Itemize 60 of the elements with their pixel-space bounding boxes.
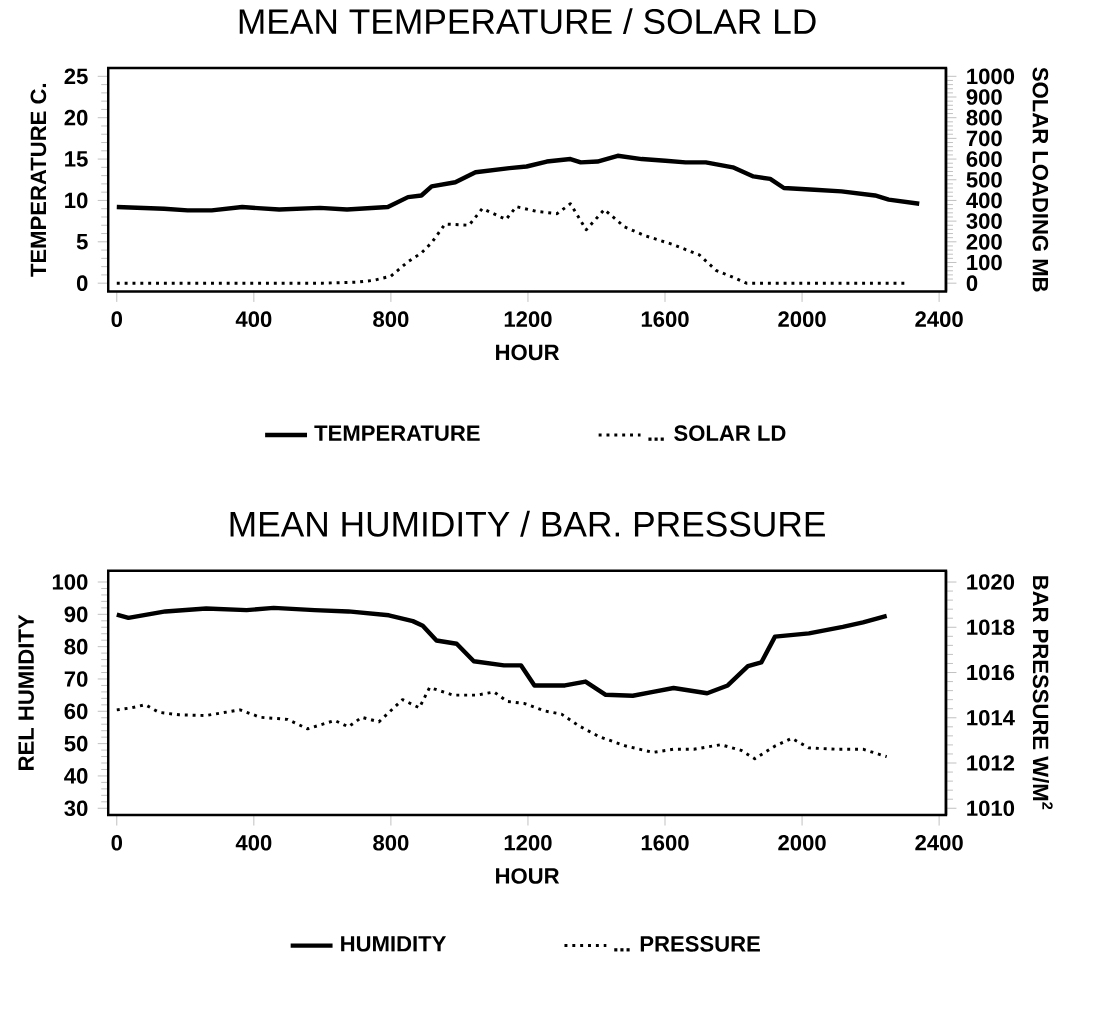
y-tick-label: 0 — [76, 275, 88, 292]
y2-tick-label: 1000 — [967, 68, 1015, 85]
chart-title: MEAN HUMIDITY / BAR. PRESSURE — [230, 510, 825, 537]
y-tick-label: 20 — [64, 109, 88, 126]
x-axis-title: HOUR — [496, 868, 560, 884]
y-tick-label: 50 — [64, 735, 88, 752]
legend-label: ... PRESSURE — [614, 936, 760, 952]
y2-tick-label: 900 — [966, 89, 1002, 105]
y2-tick-label: 200 — [966, 233, 1002, 250]
y2-tick-label: 700 — [966, 130, 1002, 147]
line-series — [114, 605, 889, 698]
line-series — [115, 685, 889, 761]
chart-title: MEAN TEMPERATURE / SOLAR LD — [239, 8, 816, 35]
x-tick-label: 400 — [235, 834, 272, 851]
legend-label: ... SOLAR LD — [648, 425, 786, 442]
y-tick-label: 40 — [64, 768, 88, 784]
y2-tick-label: 0 — [966, 275, 978, 292]
y-tick-label: 15 — [65, 151, 88, 167]
y2-tick-label: 1020 — [967, 574, 1015, 590]
x-tick-label: 2000 — [778, 834, 826, 851]
x-tick-label: 400 — [235, 311, 272, 327]
x-axis-title: HOUR — [496, 344, 560, 361]
y-axis-title: REL HUMIDITY — [18, 614, 34, 770]
y-tick-label: 10 — [65, 192, 88, 209]
x-tick-label: 800 — [373, 834, 409, 851]
y-axis-title: TEMPERATURE C. — [30, 83, 47, 277]
y-tick-label: 90 — [64, 606, 88, 623]
y-tick-label: 70 — [64, 671, 88, 687]
y2-tick-label: 1012 — [967, 755, 1015, 771]
y2-axis-title: SOLAR LOADING MB — [1032, 67, 1049, 292]
y-tick-label: 60 — [64, 703, 88, 720]
x-tick-label: 2400 — [915, 311, 963, 327]
x-tick-label: 1200 — [504, 834, 552, 851]
y2-tick-label: 600 — [966, 151, 1002, 167]
y2-tick-label: 800 — [966, 109, 1002, 126]
y2-tick-label: 1014 — [967, 709, 1015, 726]
legend-label: HUMIDITY — [341, 936, 447, 952]
y-tick-label: 25 — [64, 68, 88, 85]
x-tick-label: 800 — [373, 311, 409, 327]
y2-tick-label: 1010 — [967, 800, 1015, 817]
y2-tick-label: 100 — [967, 254, 1002, 271]
x-tick-label: 1600 — [641, 834, 689, 851]
line-series — [114, 153, 922, 213]
y-tick-label: 5 — [76, 234, 88, 250]
x-tick-label: 0 — [111, 834, 123, 851]
y2-tick-label: 1016 — [967, 664, 1015, 681]
x-tick-label: 2400 — [915, 834, 963, 851]
x-tick-label: 2000 — [778, 311, 826, 327]
x-tick-label: 0 — [111, 311, 123, 327]
x-tick-label: 1200 — [504, 311, 552, 327]
y2-tick-label: 400 — [966, 192, 1002, 209]
y-tick-label: 30 — [64, 800, 88, 817]
legend-label: TEMPERATURE — [314, 425, 480, 441]
y-tick-label: 100 — [52, 574, 88, 590]
y2-tick-label: 500 — [966, 171, 1002, 188]
y2-axis-title: BAR PRESSURE W/M$^{2}$ — [1032, 576, 1053, 810]
y2-tick-label: 300 — [966, 213, 1002, 229]
y2-tick-label: 1018 — [967, 619, 1015, 636]
x-tick-label: 1600 — [641, 311, 689, 327]
y-tick-label: 80 — [64, 638, 88, 655]
